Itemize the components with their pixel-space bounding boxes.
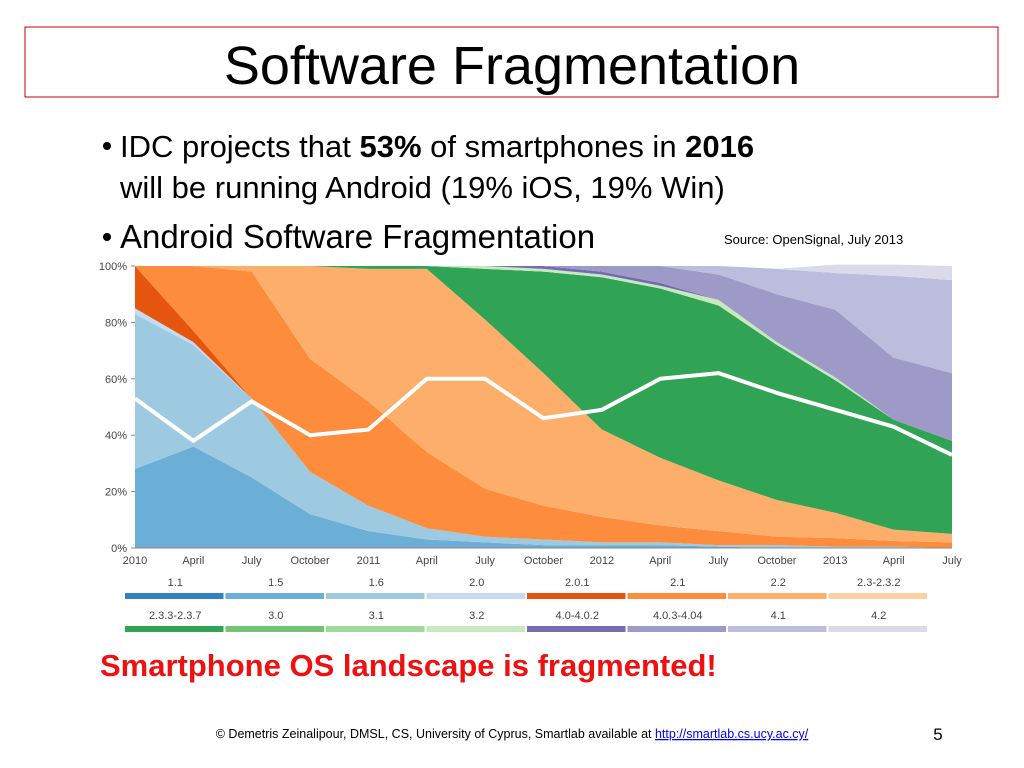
page-number: 5	[933, 725, 942, 744]
footer: © Demetris Zeinalipour, DMSL, CS, Univer…	[216, 727, 809, 741]
x-tick-label: July	[475, 555, 495, 567]
chart: 0% 20% 40% 60% 80% 100% 2010 April July October 20…	[99, 261, 962, 632]
conclusion: Smartphone OS landscape is fragmented!	[100, 648, 717, 683]
legend-swatch	[527, 593, 626, 599]
legend-label: 2.3.3-2.3.7	[149, 610, 202, 622]
legend-swatch	[728, 626, 827, 632]
y-tick-label: 40%	[105, 430, 127, 442]
bullet-text: IDC projects that 53% of smartphones in …	[120, 129, 754, 164]
x-tick-label: 2011	[357, 555, 381, 567]
bullet-dot	[103, 142, 111, 150]
legend-swatch	[326, 626, 425, 632]
y-tick-label: 20%	[105, 487, 127, 499]
title-box	[24, 26, 999, 98]
x-tick-label: April	[649, 555, 671, 567]
area	[135, 266, 952, 543]
x-tick-label: October	[757, 555, 796, 567]
area	[135, 266, 952, 374]
x-tick-label: July	[942, 555, 962, 567]
legend-label: 1.1	[168, 577, 183, 589]
legend-swatch	[527, 626, 626, 632]
x-tick-label: April	[416, 555, 438, 567]
legend-swatch	[828, 593, 927, 599]
x-tick-label: October	[291, 555, 330, 567]
area	[135, 264, 952, 281]
bullet-text: will be running Android (19% iOS, 19% Wi…	[119, 170, 725, 205]
legend-label: 3.2	[469, 610, 484, 622]
legend-swatch	[225, 626, 324, 632]
legend-swatch	[125, 593, 224, 599]
legend-label: 2.2	[771, 577, 786, 589]
text-part: of smartphones in	[422, 129, 686, 164]
legend-swatch	[728, 593, 827, 599]
legend-label: 2.1	[670, 577, 685, 589]
legend-swatch	[125, 626, 224, 632]
area	[135, 266, 952, 441]
legend-swatch	[326, 593, 425, 599]
legend-label: 4.2	[871, 610, 886, 622]
legend-label: 4.0-4.0.2	[556, 610, 599, 622]
x-tick-label: 2012	[590, 555, 614, 567]
y-tick-label: 100%	[99, 261, 127, 273]
legend-label: 2.0.1	[565, 577, 589, 589]
x-tick-label: October	[524, 555, 563, 567]
legend-label: 3.0	[268, 610, 283, 622]
y-tick-label: 60%	[105, 374, 127, 386]
area	[135, 266, 952, 534]
x-tick-label: April	[883, 555, 905, 567]
slide-title: Software Fragmentation	[224, 36, 800, 96]
area	[135, 313, 952, 548]
legend-swatch	[828, 626, 927, 632]
text-part: 53%	[359, 129, 421, 164]
footer-text: © Demetris Zeinalipour, DMSL, CS, Univer…	[216, 727, 655, 741]
legend-label: 2.3-2.3.2	[857, 577, 900, 589]
area	[135, 266, 952, 548]
legend-label: 4.1	[771, 610, 786, 622]
y-tick-label: 0%	[111, 543, 127, 555]
legend-label: 2.0	[469, 577, 484, 589]
x-tick-label: July	[242, 555, 262, 567]
source-note: Source: OpenSignal, July 2013	[724, 232, 903, 247]
legend-swatch	[426, 593, 525, 599]
y-tick-label: 80%	[105, 317, 127, 329]
text-part: IDC projects that	[120, 129, 359, 164]
legend-label: 4.0.3-4.04	[653, 610, 703, 622]
bullet-text: Android Software Fragmentation	[120, 218, 595, 255]
legend-swatch	[225, 593, 324, 599]
text-part: 2016	[685, 129, 754, 164]
trend-line	[133, 371, 953, 457]
footer-link[interactable]: http://smartlab.cs.ucy.ac.cy/	[655, 727, 809, 741]
x-tick-label: 2010	[123, 555, 147, 567]
bullet-dot	[103, 233, 111, 241]
legend-label: 1.6	[369, 577, 384, 589]
x-tick-label: 2013	[823, 555, 847, 567]
legend-swatch	[426, 626, 525, 632]
legend-swatch	[627, 626, 726, 632]
legend-label: 1.5	[268, 577, 283, 589]
x-tick-label: April	[182, 555, 204, 567]
x-tick-label: July	[709, 555, 729, 567]
legend-swatch	[627, 593, 726, 599]
legend-label: 3.1	[369, 610, 384, 622]
